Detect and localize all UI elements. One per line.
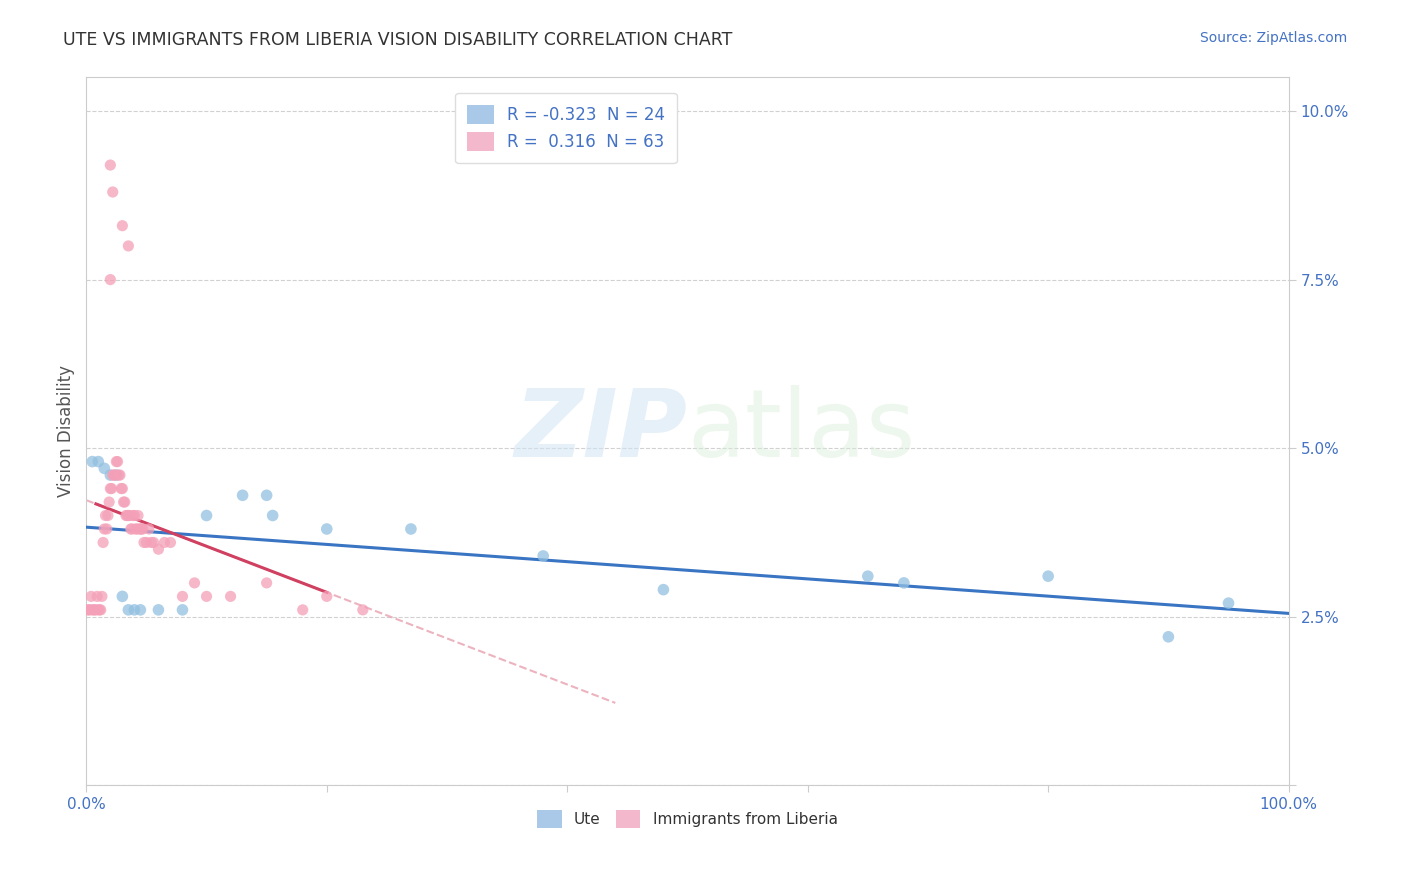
Point bbox=[97, 508, 120, 523]
Point bbox=[83, 603, 105, 617]
Point bbox=[101, 185, 124, 199]
Point bbox=[103, 468, 125, 483]
Point bbox=[115, 508, 138, 523]
Point bbox=[141, 535, 163, 549]
Text: Source: ZipAtlas.com: Source: ZipAtlas.com bbox=[1199, 31, 1347, 45]
Point bbox=[127, 508, 149, 523]
Point bbox=[120, 522, 142, 536]
Point bbox=[131, 522, 153, 536]
Point bbox=[76, 603, 98, 617]
Point bbox=[1218, 596, 1240, 610]
Point bbox=[232, 488, 254, 502]
Point bbox=[111, 219, 134, 233]
Point bbox=[98, 468, 121, 483]
Point bbox=[138, 522, 160, 536]
Point bbox=[79, 603, 101, 617]
Point bbox=[110, 482, 132, 496]
Point bbox=[100, 482, 122, 496]
Point bbox=[256, 488, 278, 502]
Point bbox=[291, 603, 314, 617]
Point bbox=[104, 468, 127, 483]
Point bbox=[82, 454, 104, 468]
Point bbox=[91, 535, 114, 549]
Point bbox=[122, 508, 145, 523]
Point bbox=[159, 535, 181, 549]
Point bbox=[77, 603, 100, 617]
Point bbox=[135, 535, 157, 549]
Point bbox=[129, 522, 152, 536]
Point bbox=[93, 522, 115, 536]
Point bbox=[90, 603, 112, 617]
Point bbox=[117, 239, 139, 253]
Text: atlas: atlas bbox=[688, 385, 915, 477]
Text: UTE VS IMMIGRANTS FROM LIBERIA VISION DISABILITY CORRELATION CHART: UTE VS IMMIGRANTS FROM LIBERIA VISION DI… bbox=[63, 31, 733, 49]
Point bbox=[98, 482, 121, 496]
Point bbox=[893, 575, 915, 590]
Point bbox=[219, 590, 242, 604]
Point bbox=[89, 603, 111, 617]
Point bbox=[148, 542, 170, 557]
Point bbox=[87, 603, 110, 617]
Point bbox=[132, 535, 155, 549]
Point bbox=[183, 575, 205, 590]
Point bbox=[80, 590, 103, 604]
Point bbox=[124, 603, 146, 617]
Point bbox=[531, 549, 554, 563]
Point bbox=[315, 522, 337, 536]
Point bbox=[87, 454, 110, 468]
Point bbox=[98, 158, 121, 172]
Point bbox=[1036, 569, 1059, 583]
Point bbox=[90, 590, 112, 604]
Point bbox=[105, 454, 128, 468]
Point bbox=[117, 508, 139, 523]
Point bbox=[262, 508, 284, 523]
Y-axis label: Vision Disability: Vision Disability bbox=[58, 365, 75, 497]
Point bbox=[132, 522, 155, 536]
Point bbox=[121, 522, 143, 536]
Point bbox=[352, 603, 374, 617]
Point bbox=[98, 272, 121, 286]
Point bbox=[107, 454, 129, 468]
Point bbox=[82, 603, 104, 617]
Point bbox=[652, 582, 675, 597]
Point bbox=[399, 522, 422, 536]
Point bbox=[105, 468, 128, 483]
Point bbox=[93, 461, 115, 475]
Point bbox=[125, 522, 148, 536]
Point bbox=[124, 522, 146, 536]
Point bbox=[96, 522, 118, 536]
Point bbox=[128, 522, 150, 536]
Point bbox=[118, 508, 141, 523]
Point bbox=[172, 590, 194, 604]
Point bbox=[195, 508, 218, 523]
Point bbox=[94, 508, 117, 523]
Point bbox=[315, 590, 337, 604]
Point bbox=[129, 603, 152, 617]
Point bbox=[84, 603, 107, 617]
Point bbox=[112, 495, 135, 509]
Point bbox=[148, 603, 170, 617]
Point bbox=[98, 495, 121, 509]
Point bbox=[142, 535, 165, 549]
Point bbox=[256, 575, 278, 590]
Text: ZIP: ZIP bbox=[515, 385, 688, 477]
Point bbox=[111, 590, 134, 604]
Point bbox=[115, 508, 138, 523]
Point bbox=[107, 468, 129, 483]
Legend: Ute, Immigrants from Liberia: Ute, Immigrants from Liberia bbox=[531, 805, 844, 834]
Point bbox=[83, 603, 105, 617]
Point bbox=[153, 535, 176, 549]
Point bbox=[101, 468, 124, 483]
Point bbox=[108, 468, 131, 483]
Point bbox=[111, 482, 134, 496]
Point bbox=[86, 590, 108, 604]
Point bbox=[856, 569, 879, 583]
Point bbox=[117, 603, 139, 617]
Point bbox=[195, 590, 218, 604]
Point bbox=[124, 508, 146, 523]
Point bbox=[114, 495, 136, 509]
Point bbox=[172, 603, 194, 617]
Point bbox=[1157, 630, 1180, 644]
